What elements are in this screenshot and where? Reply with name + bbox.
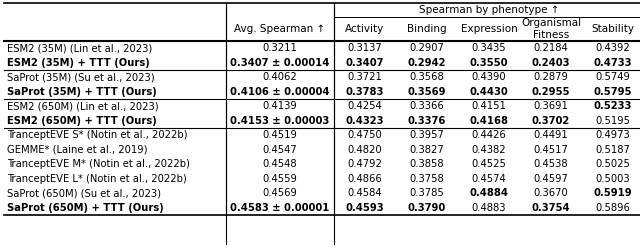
- Text: 0.5919: 0.5919: [594, 188, 632, 198]
- Text: 0.3366: 0.3366: [410, 101, 444, 111]
- Text: 0.4548: 0.4548: [262, 159, 298, 169]
- Text: 0.4106 ± 0.00004: 0.4106 ± 0.00004: [230, 87, 330, 97]
- Text: 0.5795: 0.5795: [594, 87, 632, 97]
- Text: 0.5195: 0.5195: [595, 116, 630, 126]
- Text: 0.4597: 0.4597: [534, 174, 568, 184]
- Text: 0.4559: 0.4559: [262, 174, 298, 184]
- Text: 0.4062: 0.4062: [262, 72, 298, 82]
- Text: 0.4883: 0.4883: [472, 203, 506, 213]
- Text: 0.5749: 0.5749: [596, 72, 630, 82]
- Text: TranceptEVE L* (Notin et al., 2022b): TranceptEVE L* (Notin et al., 2022b): [7, 174, 187, 184]
- Text: ESM2 (650M) (Lin et al., 2023): ESM2 (650M) (Lin et al., 2023): [7, 101, 159, 111]
- Text: 0.2184: 0.2184: [534, 43, 568, 53]
- Text: TranceptEVE S* (Notin et al., 2022b): TranceptEVE S* (Notin et al., 2022b): [7, 130, 188, 140]
- Text: 0.5003: 0.5003: [596, 174, 630, 184]
- Text: 0.4254: 0.4254: [348, 101, 382, 111]
- Text: 0.4584: 0.4584: [348, 188, 382, 198]
- Text: 0.3670: 0.3670: [534, 188, 568, 198]
- Text: 0.3407 ± 0.00014: 0.3407 ± 0.00014: [230, 58, 330, 68]
- Text: Organismal
Fitness: Organismal Fitness: [521, 18, 581, 40]
- Text: 0.4973: 0.4973: [596, 130, 630, 140]
- Text: Spearman by phenotype ↑: Spearman by phenotype ↑: [419, 5, 559, 15]
- Text: 0.3702: 0.3702: [532, 116, 570, 126]
- Text: 0.4382: 0.4382: [472, 145, 506, 155]
- Text: 0.3211: 0.3211: [262, 43, 298, 53]
- Text: 0.4519: 0.4519: [262, 130, 298, 140]
- Text: 0.3407: 0.3407: [346, 58, 384, 68]
- Text: Binding: Binding: [407, 24, 447, 34]
- Text: 0.4884: 0.4884: [470, 188, 509, 198]
- Text: 0.5025: 0.5025: [596, 159, 630, 169]
- Text: 0.4517: 0.4517: [534, 145, 568, 155]
- Text: 0.2907: 0.2907: [410, 43, 444, 53]
- Text: 0.4733: 0.4733: [594, 58, 632, 68]
- Text: 0.4139: 0.4139: [262, 101, 298, 111]
- Text: Avg. Spearman ↑: Avg. Spearman ↑: [234, 24, 326, 34]
- Text: 0.3785: 0.3785: [410, 188, 444, 198]
- Text: 0.4525: 0.4525: [472, 159, 506, 169]
- Text: 0.2403: 0.2403: [532, 58, 570, 68]
- Text: SaProt (650M) (Su et al., 2023): SaProt (650M) (Su et al., 2023): [7, 188, 161, 198]
- Text: TranceptEVE M* (Notin et al., 2022b): TranceptEVE M* (Notin et al., 2022b): [7, 159, 190, 169]
- Text: 0.4593: 0.4593: [346, 203, 384, 213]
- Text: 0.4538: 0.4538: [534, 159, 568, 169]
- Text: 0.3758: 0.3758: [410, 174, 444, 184]
- Text: ESM2 (35M) (Lin et al., 2023): ESM2 (35M) (Lin et al., 2023): [7, 43, 152, 53]
- Text: 0.4750: 0.4750: [348, 130, 382, 140]
- Text: 0.4151: 0.4151: [472, 101, 506, 111]
- Text: 0.3435: 0.3435: [472, 43, 506, 53]
- Text: 0.3137: 0.3137: [348, 43, 382, 53]
- Text: 0.4866: 0.4866: [348, 174, 382, 184]
- Text: 0.4390: 0.4390: [472, 72, 506, 82]
- Text: 0.3754: 0.3754: [532, 203, 570, 213]
- Text: 0.3957: 0.3957: [410, 130, 444, 140]
- Text: ESM2 (35M) + TTT (Ours): ESM2 (35M) + TTT (Ours): [7, 58, 150, 68]
- Text: SaProt (35M) + TTT (Ours): SaProt (35M) + TTT (Ours): [7, 87, 157, 97]
- Text: 0.4153 ± 0.00003: 0.4153 ± 0.00003: [230, 116, 330, 126]
- Text: 0.4426: 0.4426: [472, 130, 506, 140]
- Text: SaProt (35M) (Su et al., 2023): SaProt (35M) (Su et al., 2023): [7, 72, 155, 82]
- Text: 0.5233: 0.5233: [594, 101, 632, 111]
- Text: 0.4491: 0.4491: [534, 130, 568, 140]
- Text: 0.2879: 0.2879: [534, 72, 568, 82]
- Text: 0.3783: 0.3783: [346, 87, 384, 97]
- Text: 0.3569: 0.3569: [408, 87, 446, 97]
- Text: SaProt (650M) + TTT (Ours): SaProt (650M) + TTT (Ours): [7, 203, 164, 213]
- Text: 0.4392: 0.4392: [596, 43, 630, 53]
- Text: 0.5896: 0.5896: [596, 203, 630, 213]
- Text: 0.5187: 0.5187: [596, 145, 630, 155]
- Text: 0.4430: 0.4430: [470, 87, 508, 97]
- Text: 0.4569: 0.4569: [262, 188, 298, 198]
- Text: 0.3550: 0.3550: [470, 58, 508, 68]
- Text: 0.2955: 0.2955: [532, 87, 570, 97]
- Text: 0.3376: 0.3376: [408, 116, 446, 126]
- Text: 0.4574: 0.4574: [472, 174, 506, 184]
- Text: 0.4792: 0.4792: [348, 159, 383, 169]
- Text: 0.4583 ± 0.00001: 0.4583 ± 0.00001: [230, 203, 330, 213]
- Text: 0.3691: 0.3691: [534, 101, 568, 111]
- Text: 0.3790: 0.3790: [408, 203, 446, 213]
- Text: 0.4547: 0.4547: [262, 145, 298, 155]
- Text: Activity: Activity: [346, 24, 385, 34]
- Text: 0.4820: 0.4820: [348, 145, 382, 155]
- Text: 0.3721: 0.3721: [348, 72, 383, 82]
- Text: 0.2942: 0.2942: [408, 58, 446, 68]
- Text: 0.4323: 0.4323: [346, 116, 384, 126]
- Text: 0.3858: 0.3858: [410, 159, 444, 169]
- Text: 0.4168: 0.4168: [470, 116, 509, 126]
- Text: GEMME* (Laine et al., 2019): GEMME* (Laine et al., 2019): [7, 145, 147, 155]
- Text: Stability: Stability: [591, 24, 634, 34]
- Text: Expression: Expression: [461, 24, 517, 34]
- Text: ESM2 (650M) + TTT (Ours): ESM2 (650M) + TTT (Ours): [7, 116, 157, 126]
- Text: 0.3827: 0.3827: [410, 145, 444, 155]
- Text: 0.3568: 0.3568: [410, 72, 444, 82]
